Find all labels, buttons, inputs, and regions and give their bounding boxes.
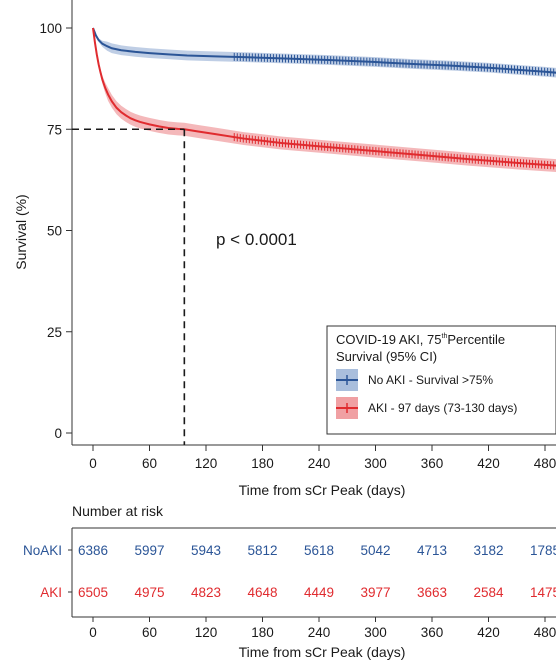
legend-title-superscript: th	[442, 333, 448, 340]
risk-value: 6386	[78, 543, 108, 558]
legend-title-line2: Survival (95% CI)	[336, 349, 437, 364]
risk-x-tick-label: 60	[142, 625, 157, 640]
x-tick-label: 180	[251, 456, 274, 471]
censor-marks-no-aki	[233, 52, 555, 77]
risk-value: 5042	[360, 543, 390, 558]
y-tick-label: 75	[47, 122, 62, 137]
x-axis-ticks: 0 60 120 180 240 300 360 420 480	[89, 445, 556, 471]
ci-band-aki	[93, 28, 556, 173]
risk-value: 3663	[417, 585, 447, 600]
y-tick-label: 25	[47, 325, 62, 340]
risk-value: 6505	[78, 585, 108, 600]
risk-value: 2584	[473, 585, 504, 600]
risk-table-rows: NoAKI 6386 5997 5943 5812 5618 5042 4713 3182 178…	[23, 543, 556, 600]
survival-curves	[92, 27, 556, 173]
risk-value: 4648	[247, 585, 277, 600]
risk-x-tick-label: 180	[251, 625, 274, 640]
p-value-annotation: p < 0.0001	[216, 230, 297, 249]
legend-title: COVID-19 AKI, 75thPercentile	[336, 332, 505, 347]
legend-item-aki: AKI - 97 days (73-130 days)	[336, 397, 517, 419]
risk-value: 5997	[134, 543, 164, 558]
risk-x-tick-label: 300	[364, 625, 387, 640]
x-tick-label: 120	[195, 456, 218, 471]
censor-marks-aki	[233, 133, 555, 170]
risk-value: 4823	[191, 585, 221, 600]
x-tick-label: 300	[364, 456, 387, 471]
risk-value: 4449	[304, 585, 334, 600]
risk-table: Number at risk NoAKI 6386 5997 5943 5812 5618…	[23, 503, 556, 660]
legend-box	[326, 325, 556, 435]
x-tick-label: 0	[89, 456, 97, 471]
x-tick-label: 480	[534, 456, 556, 471]
x-tick-label: 60	[142, 456, 157, 471]
y-axis-title: Survival (%)	[13, 194, 29, 269]
risk-value: 4975	[134, 585, 164, 600]
risk-value: 1785	[530, 543, 556, 558]
y-axis-ticks: 0 25 50 75 100	[39, 21, 72, 441]
risk-value: 5943	[191, 543, 221, 558]
y-tick-label: 50	[47, 224, 62, 239]
legend-item-no-aki: No AKI - Survival >75%	[336, 369, 493, 391]
risk-x-tick-label: 0	[89, 625, 97, 640]
risk-row-label: AKI	[40, 585, 62, 600]
risk-x-tick-label: 240	[308, 625, 331, 640]
risk-value: 1475	[530, 585, 556, 600]
risk-x-tick-label: 420	[477, 625, 500, 640]
plot-area: 0 25 50 75 100 0 60 120 180 240 300 360 420 480 p < …	[13, 0, 556, 498]
risk-value: 3182	[473, 543, 503, 558]
risk-table-x-axis-title: Time from sCr Peak (days)	[239, 644, 406, 660]
median-reference-lines	[72, 128, 186, 445]
y-tick-label: 0	[54, 426, 62, 441]
x-tick-label: 360	[421, 456, 444, 471]
risk-row-label: NoAKI	[23, 543, 62, 558]
legend-label-aki: AKI - 97 days (73-130 days)	[368, 401, 517, 415]
risk-value: 5812	[247, 543, 277, 558]
risk-value: 5618	[304, 543, 334, 558]
legend-title-start: COVID-19 AKI, 75	[336, 332, 442, 347]
risk-x-tick-label: 480	[534, 625, 556, 640]
y-tick-label: 100	[39, 21, 62, 36]
x-axis-title: Time from sCr Peak (days)	[239, 482, 406, 498]
risk-table-x-ticks: 0 60 120 180 240 300 360 420 480	[89, 617, 556, 640]
x-tick-label: 240	[308, 456, 331, 471]
survival-line-aki	[92, 27, 556, 167]
risk-x-tick-label: 120	[195, 625, 218, 640]
legend: COVID-19 AKI, 75thPercentile Survival (9…	[326, 325, 556, 435]
risk-value: 4713	[417, 543, 447, 558]
risk-table-title: Number at risk	[72, 503, 164, 519]
legend-label-no-aki: No AKI - Survival >75%	[368, 373, 493, 387]
x-tick-label: 420	[477, 456, 500, 471]
legend-title-end: Percentile	[447, 332, 505, 347]
risk-value: 3977	[360, 585, 390, 600]
risk-x-tick-label: 360	[421, 625, 444, 640]
